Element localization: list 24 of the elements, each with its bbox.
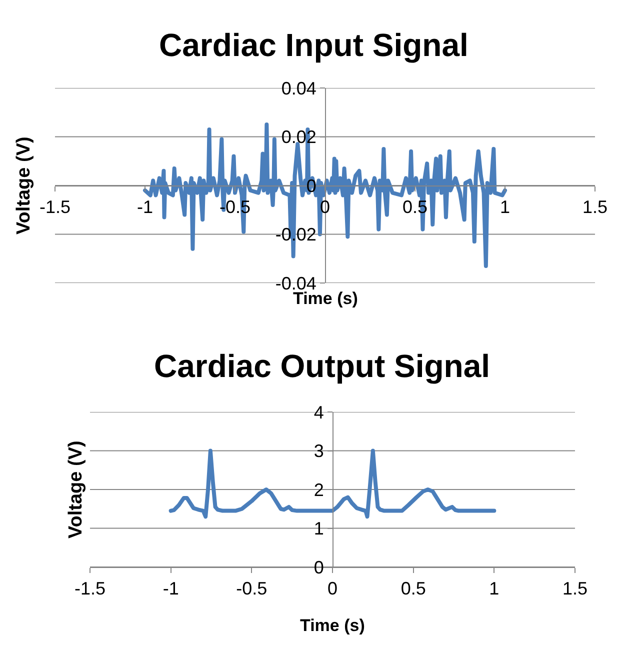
x-tick-label: 0 — [327, 578, 338, 599]
x-tick-label: 0.5 — [400, 578, 426, 599]
x-tick-label: -0.5 — [236, 578, 268, 599]
y-tick-label: 0 — [306, 176, 316, 196]
y-tick-label: 0.04 — [281, 78, 316, 98]
y-axis-title: Voltage (V) — [14, 136, 34, 234]
x-tick-label: -1 — [162, 578, 179, 599]
chart-title: Cardiac Input Signal — [159, 27, 468, 63]
x-tick-label: -1.5 — [39, 197, 71, 218]
y-tick-label: 3 — [314, 441, 324, 462]
y-axis-title: Voltage (V) — [66, 440, 86, 538]
x-tick-label: -1.5 — [74, 578, 106, 599]
y-tick-label: 1 — [314, 518, 324, 539]
y-tick-label: 0 — [314, 557, 324, 578]
x-tick-label: 1.5 — [562, 578, 588, 599]
x-axis-title: Time (s) — [300, 616, 365, 635]
x-tick-label: 1.5 — [582, 197, 608, 218]
chart-title: Cardiac Output Signal — [154, 348, 490, 384]
x-axis-title: Time (s) — [293, 289, 358, 308]
x-tick-label: 1 — [500, 197, 510, 218]
y-tick-label: 4 — [314, 402, 324, 422]
y-tick-label: 2 — [314, 480, 324, 500]
x-tick-label: -1 — [136, 197, 154, 218]
x-tick-label: 1 — [489, 578, 500, 599]
